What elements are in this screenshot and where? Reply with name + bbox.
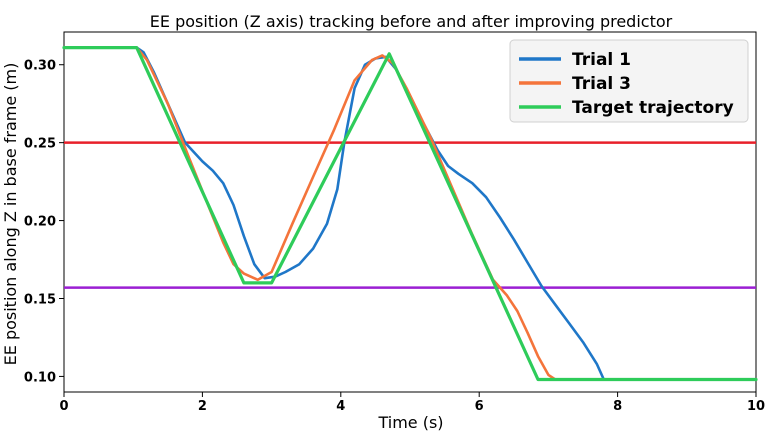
x-tick-label: 8 bbox=[613, 399, 622, 414]
x-tick-label: 4 bbox=[336, 399, 345, 414]
series-lines bbox=[62, 45, 758, 382]
series-line-target-trajectory bbox=[62, 45, 758, 382]
series-line-trial-1 bbox=[62, 46, 758, 381]
plot-frame bbox=[63, 31, 757, 393]
y-tick-label: 0.15 bbox=[24, 292, 56, 307]
legend-box bbox=[509, 39, 749, 123]
x-tick-label: 0 bbox=[59, 399, 68, 414]
y-axis-label: EE position along Z in base frame (m) bbox=[1, 63, 20, 366]
x-tick-label: 10 bbox=[747, 399, 765, 414]
y-tick-label: 0.10 bbox=[24, 370, 56, 385]
legend-label: Target trajectory bbox=[572, 98, 734, 118]
y-tick-label: 0.30 bbox=[24, 59, 56, 74]
x-axis-ticks: 0 2 4 6 8 10 bbox=[59, 392, 765, 414]
y-tick-label: 0.25 bbox=[24, 137, 56, 152]
legend: Trial 1 Trial 3 Target trajectory bbox=[509, 39, 749, 123]
x-tick-label: 2 bbox=[198, 399, 207, 414]
y-tick-label: 0.20 bbox=[24, 215, 56, 230]
legend-label: Trial 3 bbox=[572, 74, 631, 94]
chart-title: EE position (Z axis) tracking before and… bbox=[150, 12, 673, 31]
x-tick-label: 6 bbox=[475, 399, 484, 414]
y-axis-ticks: 0.10 0.15 0.20 0.25 0.30 bbox=[24, 59, 64, 385]
legend-label: Trial 1 bbox=[572, 50, 631, 70]
reference-lines bbox=[64, 141, 756, 289]
x-axis-label: Time (s) bbox=[377, 413, 443, 432]
